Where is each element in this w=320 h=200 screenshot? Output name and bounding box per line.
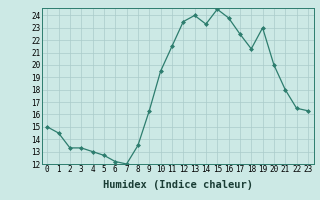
X-axis label: Humidex (Indice chaleur): Humidex (Indice chaleur) (103, 180, 252, 190)
